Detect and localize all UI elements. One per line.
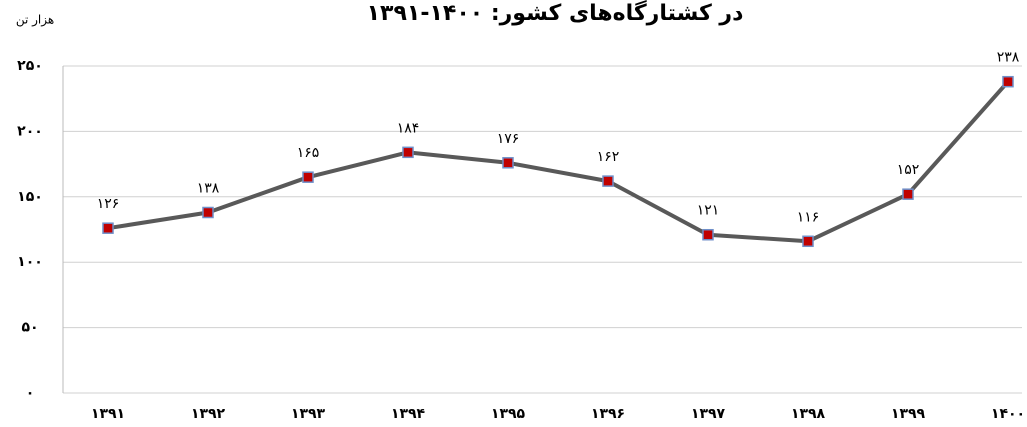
data-label: ۱۶۲	[597, 149, 620, 165]
data-point	[1002, 75, 1014, 88]
data-point	[202, 206, 214, 219]
data-label: ۱۶۵	[297, 145, 320, 161]
data-label: ۱۷۶	[497, 131, 520, 147]
y-tick-label: ۱۵۰	[17, 189, 43, 205]
data-point	[102, 222, 114, 234]
y-axis-label: هزار تن	[16, 13, 54, 28]
data-point	[402, 146, 414, 159]
x-tick-label: ۱۳۹۴	[391, 406, 426, 422]
x-tick-label: ۱۳۹۲	[191, 406, 226, 422]
x-tick-label: ۱۳۹۳	[291, 406, 326, 422]
data-point	[302, 171, 314, 183]
data-point	[702, 228, 714, 241]
data-label: ۱۱۶	[797, 209, 820, 225]
y-tick-label: ۲۰۰	[17, 123, 43, 139]
chart-title: در کشتارگاه‌های کشور: ۱۴۰۰-۱۳۹۱	[367, 0, 744, 26]
x-tick-label: ۱۳۹۷	[691, 406, 726, 422]
y-tick-label: ۱۰۰	[17, 254, 43, 270]
y-tick-label: ۵۰	[21, 320, 38, 336]
y-tick-label: ۰	[26, 385, 35, 401]
data-point	[502, 157, 514, 169]
x-tick-label: ۱۳۹۱	[91, 406, 125, 422]
x-tick-label: ۱۳۹۸	[791, 406, 826, 422]
data-label: ۲۳۸	[997, 50, 1020, 66]
data-label: ۱۲۱	[697, 203, 720, 219]
x-tick-label: ۱۳۹۵	[491, 406, 526, 422]
data-label: ۱۸۴	[397, 120, 420, 136]
data-point	[802, 235, 814, 248]
data-label: ۱۲۶	[97, 196, 120, 212]
data-point	[602, 175, 614, 187]
x-tick-label: ۱۳۹۶	[591, 406, 625, 422]
data-point	[902, 188, 914, 200]
data-label: ۱۳۸	[197, 180, 220, 196]
data-label: ۱۵۲	[897, 162, 920, 178]
x-tick-label: ۱۳۹۹	[891, 406, 926, 422]
data-line	[107, 80, 1010, 244]
y-tick-label: ۲۵۰	[17, 58, 43, 74]
x-tick-label: ۱۴۰۰	[991, 406, 1025, 422]
